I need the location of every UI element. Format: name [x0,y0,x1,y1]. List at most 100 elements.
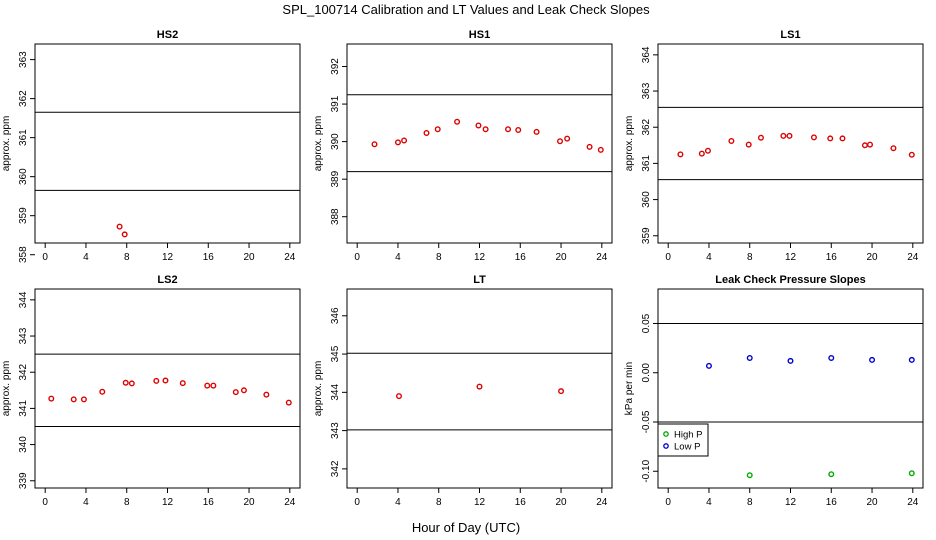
y-axis-label: approx. ppm [624,116,635,172]
y-axis-label: approx. ppm [313,116,324,172]
y-tick-label: 358 [18,246,29,263]
data-point [121,231,128,238]
x-tick-label: 16 [203,497,215,508]
y-tick-label: 390 [330,133,341,150]
data-point [401,137,408,144]
y-tick-label: 342 [330,460,341,477]
data-point [70,396,77,403]
x-tick-label: 8 [747,497,753,508]
legend-box [657,423,709,457]
y-tick-label: 345 [330,345,341,362]
y-axis-label: kPa per min [624,362,635,415]
data-point [787,357,794,364]
legend-marker [663,443,669,449]
y-tick-label: 391 [330,95,341,112]
y-tick-label: 344 [330,384,341,401]
legend-label: High P [674,429,703,440]
data-point [371,141,378,148]
y-tick-label: 360 [641,191,652,208]
y-tick-label: 0.05 [641,313,652,333]
data-point [564,135,571,142]
figure-title: SPL_100714 Calibration and LT Values and… [282,2,650,17]
panel-title: HS2 [157,29,178,41]
legend-label: Low P [674,441,700,452]
data-point [890,145,897,152]
data-point [698,150,705,157]
data-point [597,146,604,153]
data-point [558,388,565,395]
plot-frame [34,288,301,489]
data-point [705,362,712,369]
y-tick-label: 339 [18,472,29,489]
y-tick-label: 359 [18,207,29,224]
data-point [116,223,123,230]
y-tick-label: 392 [330,58,341,75]
x-tick-label: 16 [826,497,838,508]
data-point [232,389,239,396]
y-tick-label: 340 [18,436,29,453]
y-axis-label: approx. ppm [1,116,12,172]
data-point [476,383,483,390]
y-tick-label: 346 [330,307,341,324]
x-tick-label: 24 [596,497,608,508]
x-tick-label: 8 [436,252,442,263]
data-point [557,138,564,145]
data-point [48,395,55,402]
y-tick-label: 388 [330,208,341,225]
y-tick-label: 0.00 [641,363,652,383]
x-tick-label: 16 [515,497,527,508]
y-tick-label: 362 [18,90,29,107]
x-tick-label: 24 [284,252,296,263]
x-tick-label: 0 [665,497,671,508]
y-tick-label: 359 [641,227,652,244]
panel-title: Leak Check Pressure Slopes [715,274,865,286]
data-point [395,393,402,400]
x-tick-label: 24 [907,497,919,508]
x-tick-label: 4 [395,497,401,508]
panel-title: LT [473,274,486,286]
y-tick-label: -0.05 [641,410,652,433]
data-point [434,126,441,133]
data-point [454,118,461,125]
y-tick-label: 363 [18,51,29,68]
x-tick-label: 0 [42,252,48,263]
y-tick-label: 389 [330,170,341,187]
data-point [867,141,874,148]
data-point [482,126,489,133]
x-tick-label: 16 [515,252,527,263]
y-tick-label: 364 [641,46,652,63]
x-tick-label: 12 [162,497,174,508]
y-tick-label: 342 [18,363,29,380]
x-tick-label: 20 [866,252,878,263]
panel-ls1: LS1 approx. ppm 0 4 8 12 16 20 24 359 360 361 362 363… [624,29,924,263]
data-point [162,377,169,384]
data-point [475,122,482,129]
x-tick-label: 0 [42,497,48,508]
y-tick-label: 343 [330,422,341,439]
x-tick-label: 4 [83,252,89,263]
y-tick-label: 344 [18,291,29,308]
panels: HS2 approx. ppm 0 4 8 12 16 20 24 358 359 360 361 362… [1,29,924,508]
data-point [839,135,846,142]
plot-frame [346,43,613,244]
legend-marker [663,431,669,437]
data-point [394,139,401,146]
data-point [861,142,868,149]
y-tick-label: -0.10 [641,459,652,482]
x-tick-label: 12 [785,497,797,508]
data-point [533,128,540,135]
x-tick-label: 16 [203,252,215,263]
data-point [99,388,106,395]
panel-hs1: HS1 approx. ppm 0 4 8 12 16 20 24 388 389 390 391 392 [313,29,613,263]
x-tick-label: 4 [706,497,712,508]
y-tick-label: 361 [641,155,652,172]
x-tick-label: 8 [124,252,130,263]
x-tick-label: 24 [284,497,296,508]
data-point [786,132,793,139]
data-point [757,134,764,141]
x-tick-label: 20 [243,497,255,508]
data-point [704,147,711,154]
data-point [745,141,752,148]
data-point [505,126,512,133]
